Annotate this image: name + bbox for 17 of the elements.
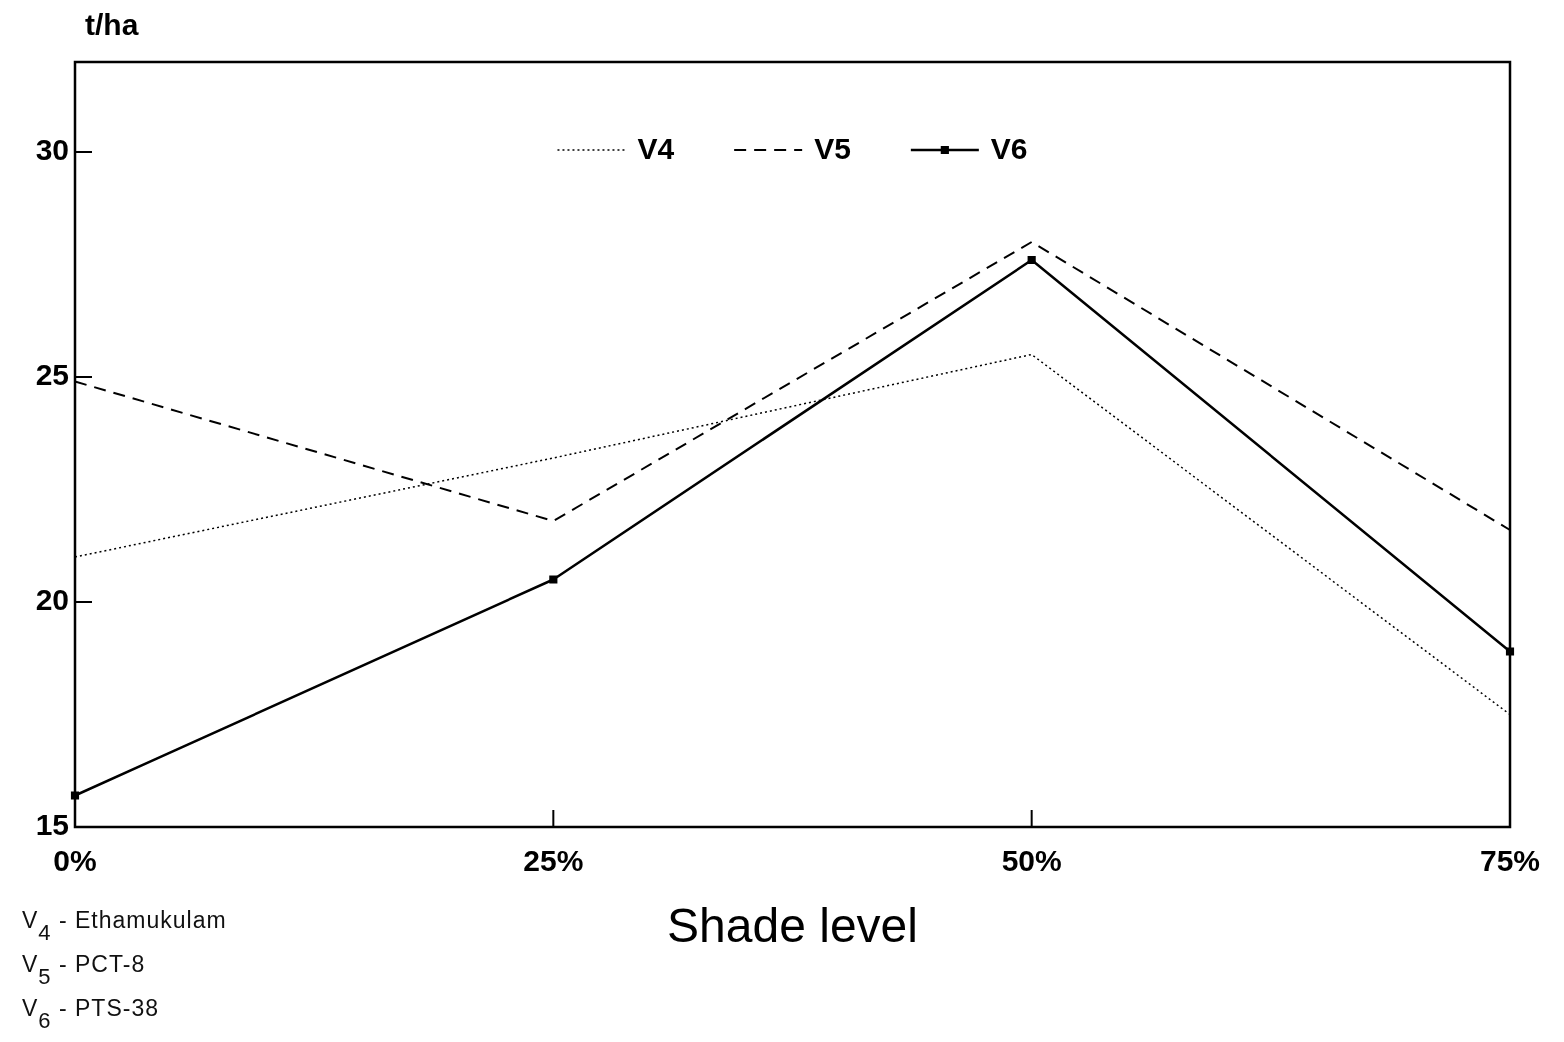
x-tick-label: 75% <box>1479 844 1541 878</box>
x-axis-title: Shade level <box>667 899 918 953</box>
x-tick-label: 0% <box>53 844 97 878</box>
legend-label: V6 <box>990 132 1028 166</box>
x-tick-label: 25% <box>523 844 584 878</box>
point <box>549 575 558 584</box>
y-tick-label: 30 <box>35 133 69 167</box>
y-tick-label: 15 <box>35 808 69 842</box>
point <box>70 791 80 800</box>
x-tick-label: 50% <box>1001 844 1062 878</box>
point <box>1027 255 1036 265</box>
y-tick-label: 20 <box>35 583 69 617</box>
legend-label: V4 <box>637 132 675 166</box>
point <box>1505 647 1515 656</box>
legend-label: V5 <box>814 132 851 166</box>
y-axis-title: t/ha <box>85 8 139 42</box>
y-tick-label: 25 <box>35 358 69 392</box>
